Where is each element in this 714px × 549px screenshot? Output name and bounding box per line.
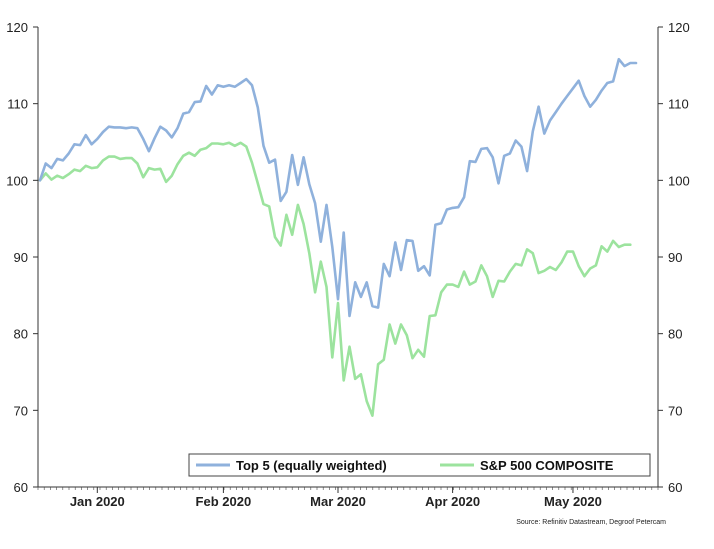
y-tick-label-right: 60 <box>668 480 682 495</box>
x-tick-label: May 2020 <box>544 494 602 509</box>
y-tick-label-left: 110 <box>7 97 28 112</box>
y-tick-label-right: 80 <box>668 327 682 342</box>
y-tick-label-right: 100 <box>668 173 690 188</box>
y-tick-label-left: 80 <box>14 327 28 342</box>
x-tick-label: Jan 2020 <box>70 494 125 509</box>
y-tick-label-right: 110 <box>668 97 689 112</box>
source-note: Source: Refinitiv Datastream, Degroof Pe… <box>516 519 666 526</box>
y-tick-label-left: 100 <box>6 173 28 188</box>
y-tick-label-left: 90 <box>14 250 28 265</box>
series-line-top5 <box>38 57 638 318</box>
y-tick-label-left: 60 <box>14 480 28 495</box>
x-tick-label: Apr 2020 <box>425 494 480 509</box>
legend-label-top5: Top 5 (equally weighted) <box>236 458 387 473</box>
y-tick-label-left: 70 <box>14 403 28 418</box>
y-tick-label-right: 120 <box>668 20 690 35</box>
legend: Top 5 (equally weighted) S&P 500 COMPOSI… <box>188 453 651 477</box>
y-tick-label-left: 120 <box>6 20 28 35</box>
y-tick-label-right: 90 <box>668 250 682 265</box>
x-tick-label: Mar 2020 <box>310 494 366 509</box>
legend-box <box>188 453 651 477</box>
x-tick-label: Feb 2020 <box>196 494 252 509</box>
axes: 60 60 70 70 80 80 90 90 100 100 110 110 120 120 Jan 20… <box>6 20 689 509</box>
plot-area <box>38 57 638 418</box>
y-tick-label-right: 70 <box>668 403 682 418</box>
legend-label-sp500: S&P 500 COMPOSITE <box>480 458 614 473</box>
series-line-sp500 <box>38 141 632 418</box>
